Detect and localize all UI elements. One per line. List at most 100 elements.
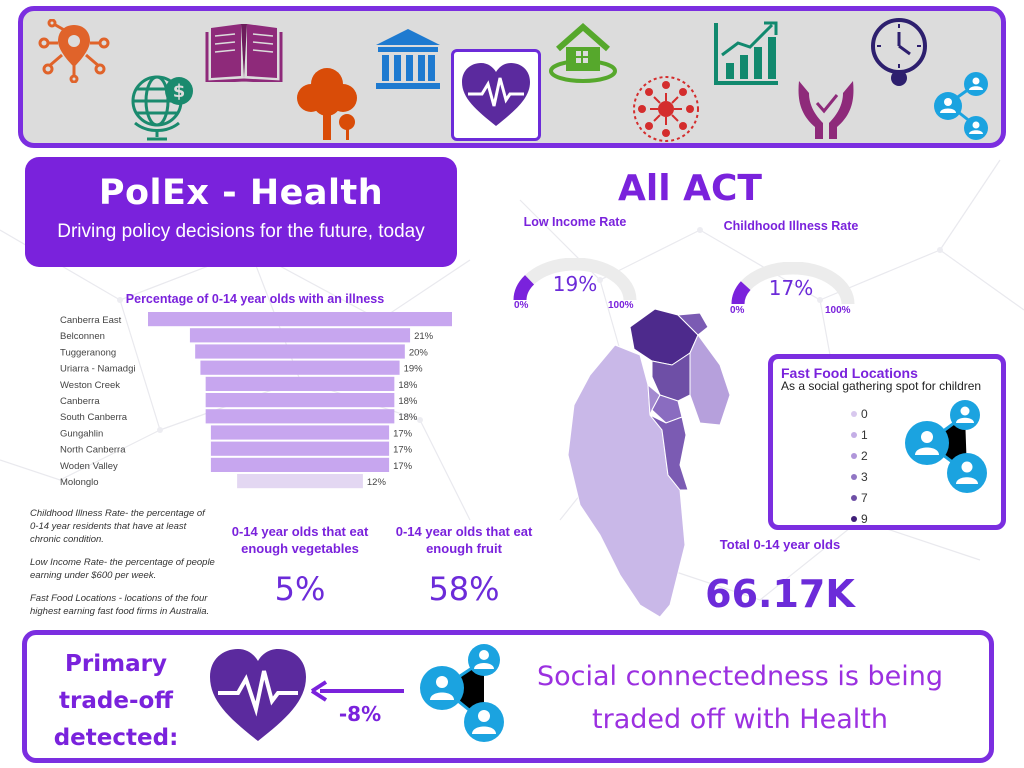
definitions-notes: Childhood Illness Rate- the percentage o… [30,507,215,628]
chart-bar[interactable] [195,344,405,359]
chart-data-label: 20% [409,347,429,358]
clock-icon[interactable] [865,15,933,87]
tradeoff-panel [22,630,994,763]
region-title: All ACT [618,168,762,209]
veg-kpi-value: 5% [274,570,326,608]
fast-food-subtitle: As a social gathering spot for children [781,379,982,393]
childhood-illness-gauge-label: Childhood Illness Rate [723,219,859,233]
page-subtitle: Driving policy decisions for the future,… [57,221,425,242]
chart-data-label: 17% [393,445,413,456]
chart-category-label: Uriarra - Namadgi [60,364,136,375]
childhood-illness-gauge-min: 0% [730,305,745,316]
chart-data-label: 18% [398,396,418,407]
chart-data-label: 18% [398,412,418,423]
chart-category-label: Weston Creek [60,380,120,391]
chart-bar[interactable] [210,425,390,440]
chart-bar[interactable] [210,441,390,456]
chart-category-label: North Canberra [60,445,126,456]
low-income-gauge-label: Low Income Rate [523,215,627,229]
note-fast-food: Fast Food Locations - locations of the f… [30,593,210,617]
bank-icon[interactable] [371,25,445,93]
heart-health-icon [210,649,306,741]
low-income-gauge-value: 19% [552,272,598,296]
tradeoff-message: Social connectedness is being traded off… [536,661,944,735]
chart-category-label: Tuggeranong [60,347,116,358]
legend-dot [851,495,857,501]
legend-label: 3 [861,470,868,484]
note-childhood-illness: Childhood Illness Rate- the percentage o… [30,508,205,545]
map-region-canberra-east [689,334,731,426]
legend-item: 2 [851,449,868,463]
legend-item: 7 [851,491,868,505]
book-icon[interactable] [203,17,285,85]
legend-dot [851,516,857,522]
childhood-illness-gauge-max: 100% [825,305,851,316]
note-low-income: Low Income Rate- the percentage of peopl… [30,557,215,581]
childhood-illness-gauge [731,262,855,305]
legend-dot [851,453,857,459]
legend-label: 7 [861,491,868,505]
chart-category-label: Belconnen [60,331,105,342]
social-network-icon [420,644,504,742]
house-icon[interactable] [547,17,619,89]
chart-category-label: Woden Valley [60,461,118,472]
tradeoff-percentage: -8% [338,702,382,726]
act-region-map[interactable] [560,305,760,625]
title-card: PolEx - Health Driving policy decisions … [25,157,457,267]
fruit-kpi-label: 0-14 year olds that eat enough fruit [395,524,533,556]
chart-bar[interactable] [200,360,400,375]
chart-category-label: Canberra [60,396,100,407]
legend-item: 1 [851,428,868,442]
chart-data-label: 12% [367,477,387,488]
heart-health-icon[interactable] [451,49,541,141]
community-icon[interactable] [627,71,705,147]
chart-bar[interactable] [210,457,390,472]
globe-dollar-icon[interactable]: $ [123,65,203,145]
chart-data-label: 21% [414,331,434,342]
low-income-gauge [513,258,637,301]
legend-item: 0 [851,407,868,421]
legend-item: 3 [851,470,868,484]
legend-dot [851,411,857,417]
legend-label: 2 [861,449,868,463]
fruit-kpi-value: 58% [428,570,500,608]
map-region-central [651,352,691,402]
chart-bar[interactable] [205,393,395,408]
chart-title: Percentage of 0-14 year olds with an ill… [126,292,384,306]
chart-category-label: Gungahlin [60,428,103,439]
arrow-left-icon [310,680,404,702]
chart-data-label: 18% [398,380,418,391]
chart-bar[interactable] [237,474,363,489]
chart-bar[interactable] [205,376,395,391]
legend-dot [851,432,857,438]
total-children-value: 66.17K [705,572,855,616]
location-network-icon[interactable] [35,17,113,85]
chart-bar[interactable] [189,328,411,343]
svg-text:$: $ [173,81,186,102]
low-income-gauge-max: 100% [608,300,634,311]
growth-chart-icon[interactable] [711,17,783,89]
map-region-tuggeranong [649,414,689,491]
legend-label: 9 [861,512,868,526]
map-region-gungahlin [676,312,709,336]
legend-label: 0 [861,407,868,421]
tree-icon[interactable] [291,63,363,143]
fast-food-locations-card: Fast Food Locations As a social gatherin… [768,354,1006,530]
legend-item: 9 [851,512,868,526]
social-network-icon[interactable] [929,69,995,143]
hands-care-icon[interactable] [791,69,861,143]
chart-bar[interactable] [205,409,395,424]
fast-food-title: Fast Food Locations [781,365,918,381]
top-navigation-bar: $ [18,6,1006,148]
low-income-gauge-min: 0% [514,300,529,311]
chart-data-label: 17% [393,428,413,439]
chart-data-label: 17% [393,461,413,472]
chart-category-label: Canberra East [60,315,122,326]
page-title: PolEx - Health [98,173,384,213]
total-children-label: Total 0-14 year olds [719,537,841,552]
chart-category-label: South Canberra [60,412,128,423]
childhood-illness-gauge-value: 17% [768,276,814,300]
chart-data-label: 19% [404,364,424,375]
chart-bar[interactable] [148,312,452,327]
veg-kpi-label: 0-14 year olds that eat enough vegetable… [231,524,369,556]
